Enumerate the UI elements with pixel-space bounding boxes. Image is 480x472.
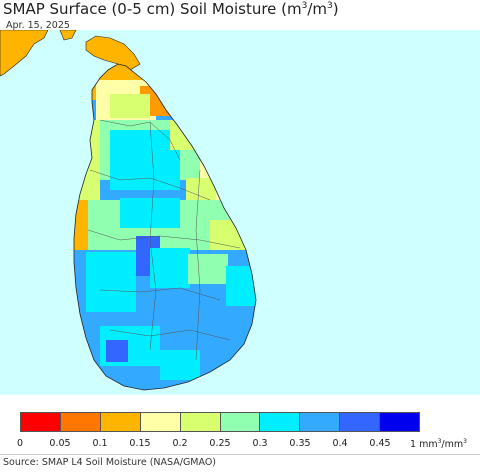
legend-swatch	[60, 413, 101, 431]
legend-swatch	[340, 413, 381, 431]
legend-swatch	[260, 413, 301, 431]
jaffna-peninsula	[85, 35, 141, 71]
source-credit: Source: SMAP L4 Soil Moisture (NASA/GMAO…	[3, 457, 217, 468]
india-coast	[0, 30, 49, 77]
legend-swatch	[180, 413, 221, 431]
legend-swatch	[380, 413, 420, 431]
district-boundaries	[87, 119, 241, 361]
legend-label: 0.2	[172, 438, 188, 449]
map-title: SMAP Surface (0-5 cm) Soil Moisture (m3/…	[3, 0, 339, 18]
legend-swatch	[220, 413, 261, 431]
map-area	[0, 30, 480, 395]
legend-swatch	[100, 413, 141, 431]
legend-label: 0.1	[92, 438, 108, 449]
legend-label: 0.25	[209, 438, 231, 449]
legend-label: 0.05	[49, 438, 71, 449]
legend-label: 0.3	[252, 438, 268, 449]
land-cells	[74, 64, 256, 390]
legend-swatch	[21, 413, 61, 431]
legend-unit: 1 mm3/mm3	[410, 438, 467, 451]
legend-swatch	[300, 413, 341, 431]
footer-divider	[0, 454, 480, 455]
legend-label: 0.35	[289, 438, 311, 449]
map-date: Apr. 15, 2025	[6, 20, 70, 31]
legend-swatch	[140, 413, 181, 431]
legend-labels: 0 0.05 0.1 0.15 0.2 0.25 0.3 0.35 0.4 0.…	[0, 438, 480, 452]
india-coast-east	[59, 30, 77, 41]
legend-colorbar	[20, 412, 420, 432]
soil-moisture-map	[0, 30, 257, 391]
legend-label: 0	[16, 438, 24, 449]
legend-label: 0.45	[369, 438, 391, 449]
legend-label: 0.15	[129, 438, 151, 449]
legend-label: 0.4	[332, 438, 348, 449]
